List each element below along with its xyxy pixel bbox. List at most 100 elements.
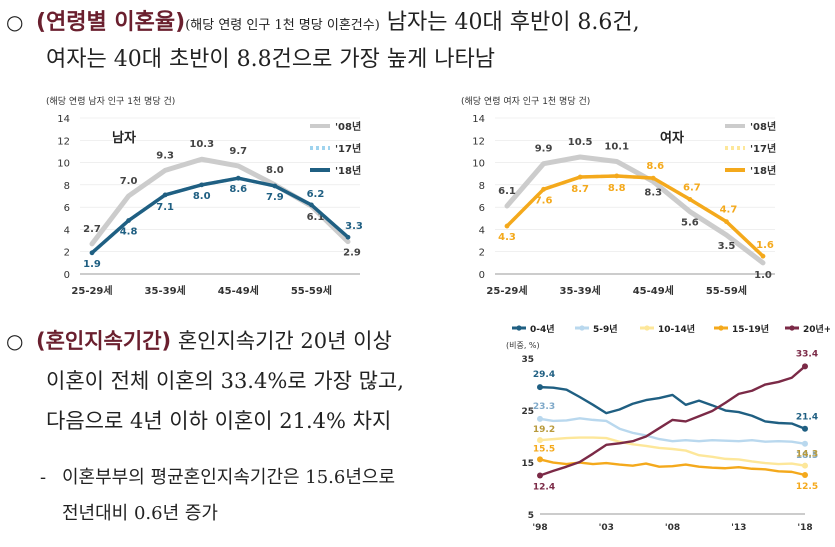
y-tick-label: 8 bbox=[479, 181, 485, 192]
unit-label: (비중, %) bbox=[506, 341, 540, 350]
data-label: 7.9 bbox=[266, 192, 284, 203]
series-line-2 bbox=[90, 176, 350, 255]
female-divorce-rate-chart: (해당 연령 여자 인구 1천 명당 건) 0 2 4 6 8 10 12 14 25-29세 35… bbox=[461, 95, 776, 297]
legend-label: 0-4년 bbox=[530, 323, 555, 335]
data-point bbox=[126, 218, 131, 223]
data-label: 6.1 bbox=[307, 212, 325, 223]
legend-label: '08년 bbox=[750, 120, 776, 133]
data-point bbox=[272, 183, 278, 189]
x-tick-label: '98 bbox=[532, 523, 547, 533]
legend-marker bbox=[789, 325, 795, 331]
series-line-1 bbox=[539, 417, 806, 445]
data-label: 8.0 bbox=[266, 165, 284, 176]
y-tick-label: 4 bbox=[479, 225, 485, 236]
legend-marker bbox=[579, 325, 585, 331]
data-label: 1.6 bbox=[756, 240, 774, 251]
end-point bbox=[802, 462, 808, 469]
data-label: 9.7 bbox=[229, 146, 247, 157]
data-label: 29.4 bbox=[533, 370, 555, 380]
section1-heading: (연령별 이혼율) bbox=[36, 10, 186, 35]
data-point bbox=[89, 250, 95, 256]
data-label: 33.4 bbox=[796, 349, 818, 359]
data-label: 6.1 bbox=[498, 186, 516, 197]
data-label: 18.5 bbox=[796, 451, 818, 461]
y-tick-label: 6 bbox=[479, 203, 485, 214]
data-label: 6.2 bbox=[307, 189, 325, 200]
section1-note: (해당 연령 인구 1천 명당 이혼건수) bbox=[185, 18, 380, 33]
data-label: 1.0 bbox=[754, 270, 772, 281]
legend-label: 15-19년 bbox=[732, 323, 769, 335]
section1-text-line2: 여자는 40대 초반이 8.8건으로 가장 높게 나타남 bbox=[46, 47, 496, 72]
data-label: 8.0 bbox=[193, 191, 211, 202]
data-label: 9.9 bbox=[535, 144, 553, 155]
y-tick-label: 5 bbox=[528, 511, 534, 521]
y-tick-label: 2 bbox=[64, 248, 70, 259]
y-tick-label: 6 bbox=[64, 203, 70, 214]
x-tick-label: '13 bbox=[731, 523, 746, 533]
section2-text-line2: 이혼이 전체 이혼의 33.4%로 가장 많고, bbox=[46, 369, 404, 393]
data-label: 10.3 bbox=[189, 139, 214, 150]
data-label: 21.4 bbox=[796, 413, 818, 423]
section2-heading: (혼인지속기간) bbox=[36, 329, 172, 353]
x-tick-label: 35-39세 bbox=[145, 284, 186, 297]
x-tick-label: 35-39세 bbox=[560, 284, 601, 297]
data-label: 23.3 bbox=[533, 402, 555, 412]
male-divorce-rate-chart: (해당 연령 남자 인구 1천 명당 건) 0 2 4 6 8 10 12 14 25-29세 35… bbox=[46, 95, 363, 297]
series-line-0 bbox=[539, 385, 806, 430]
legend-marker bbox=[644, 325, 650, 331]
x-tick-label: 55-59세 bbox=[291, 284, 332, 297]
y-tick-label: 0 bbox=[64, 270, 70, 281]
data-point bbox=[577, 174, 583, 180]
data-point bbox=[760, 253, 766, 259]
y-tick-label: 8 bbox=[64, 181, 70, 192]
x-tick-label: '18 bbox=[797, 523, 812, 533]
data-label: 8.6 bbox=[229, 184, 247, 195]
data-label: 8.8 bbox=[608, 183, 626, 194]
x-tick-label: 45-49세 bbox=[218, 284, 259, 297]
x-tick-label: '03 bbox=[599, 523, 614, 533]
end-point bbox=[802, 425, 808, 432]
data-label: 4.3 bbox=[498, 232, 516, 243]
data-label: 3.5 bbox=[718, 241, 736, 252]
section2-text-line3: 다음으로 4년 이하 이혼이 21.4% 차지 bbox=[46, 409, 392, 433]
y-tick-label: 2 bbox=[479, 248, 485, 259]
data-label: 10.1 bbox=[604, 141, 629, 152]
data-label: 5.6 bbox=[681, 218, 699, 229]
y-tick-label: 10 bbox=[472, 159, 485, 170]
end-point bbox=[802, 363, 808, 370]
data-label: 8.6 bbox=[646, 161, 664, 172]
section2-sub-dash: - bbox=[40, 467, 47, 488]
data-point bbox=[504, 223, 510, 229]
data-label: 12.5 bbox=[796, 482, 818, 492]
unit-label: (해당 연령 남자 인구 1천 명당 건) bbox=[46, 95, 175, 107]
data-point bbox=[309, 202, 314, 208]
y-tick-label: 4 bbox=[64, 225, 70, 236]
x-tick-label: 25-29세 bbox=[486, 284, 527, 297]
legend-marker bbox=[516, 325, 522, 331]
data-label: 4.8 bbox=[120, 227, 138, 238]
data-label: 15.5 bbox=[533, 444, 555, 454]
data-label: 19.2 bbox=[533, 425, 555, 435]
data-label: 1.9 bbox=[83, 259, 101, 270]
data-point bbox=[650, 175, 656, 181]
end-point bbox=[802, 440, 808, 447]
section1-line1: ○ (연령별 이혼율)(해당 연령 인구 1천 명당 이혼건수) 남자는 40대 … bbox=[6, 4, 831, 40]
y-tick-label: 0 bbox=[479, 270, 485, 281]
data-point bbox=[345, 234, 351, 240]
panel-label: 여자 bbox=[660, 130, 684, 146]
data-label: 7.0 bbox=[120, 176, 138, 187]
series-line-4 bbox=[539, 365, 806, 477]
section2-sub-line2: 전년대비 0.6년 증가 bbox=[62, 503, 218, 524]
data-point bbox=[199, 182, 205, 188]
marriage-duration-share-chart: 0-4년 5-9년 10-14년 15-19년 20년+ (비중, %) 5 15 25 35 '9… bbox=[506, 323, 830, 533]
data-label: 3.3 bbox=[345, 221, 363, 232]
x-tick-label: 25-29세 bbox=[71, 284, 112, 297]
data-point bbox=[724, 219, 729, 225]
series-line-3 bbox=[539, 458, 806, 477]
data-label: 2.7 bbox=[83, 224, 101, 235]
legend-label: 10-14년 bbox=[658, 323, 695, 335]
y-tick-label: 14 bbox=[472, 114, 485, 125]
data-label: 12.4 bbox=[533, 483, 555, 493]
legend-label: '18년 bbox=[750, 164, 776, 177]
section2-text-line1: 혼인지속기간 20년 이상 bbox=[177, 329, 392, 353]
